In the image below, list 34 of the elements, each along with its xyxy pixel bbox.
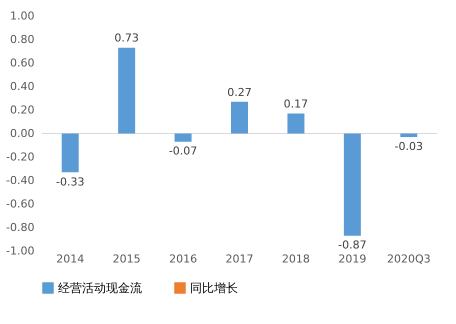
y-tick-label: -0.40 — [6, 174, 34, 187]
y-tick-label: -1.00 — [6, 244, 34, 258]
y-tick-label: 0.60 — [10, 56, 34, 70]
y-tick-label: 0.00 — [10, 127, 34, 140]
y-tick-label: -0.60 — [6, 198, 34, 210]
data-label: -0.03 — [394, 140, 424, 154]
y-tick-label: -0.20 — [6, 150, 34, 164]
data-label: 0.17 — [284, 98, 308, 111]
x-tick-label: 2014 — [56, 252, 84, 266]
bar — [118, 48, 136, 134]
legend-label: 经营活动现金流 — [58, 281, 142, 295]
data-label: 0.27 — [227, 86, 252, 99]
legend-label: 同比增长 — [190, 281, 238, 295]
x-tick-label: 2016 — [169, 252, 198, 266]
bar — [400, 134, 418, 138]
bar — [287, 114, 304, 134]
bar — [62, 134, 79, 172]
data-label: -0.33 — [56, 175, 84, 188]
x-tick-label: 2015 — [112, 252, 141, 266]
bar — [174, 134, 192, 142]
data-label: -0.87 — [338, 238, 367, 252]
y-tick-label: 1.00 — [10, 10, 34, 22]
y-tick-label: 0.40 — [10, 80, 34, 93]
data-label: -0.07 — [168, 144, 198, 158]
x-tick-label: 2018 — [282, 252, 310, 266]
y-tick-label: 0.20 — [10, 104, 34, 116]
data-label: 0.73 — [114, 32, 139, 45]
bar — [344, 134, 361, 236]
y-tick-label: -0.80 — [6, 221, 34, 234]
x-tick-label: 2019 — [338, 252, 366, 266]
x-tick-label: 2017 — [226, 252, 254, 266]
bar — [231, 102, 248, 134]
x-tick-label: 2020Q3 — [386, 252, 431, 266]
y-tick-label: 0.80 — [10, 33, 34, 46]
